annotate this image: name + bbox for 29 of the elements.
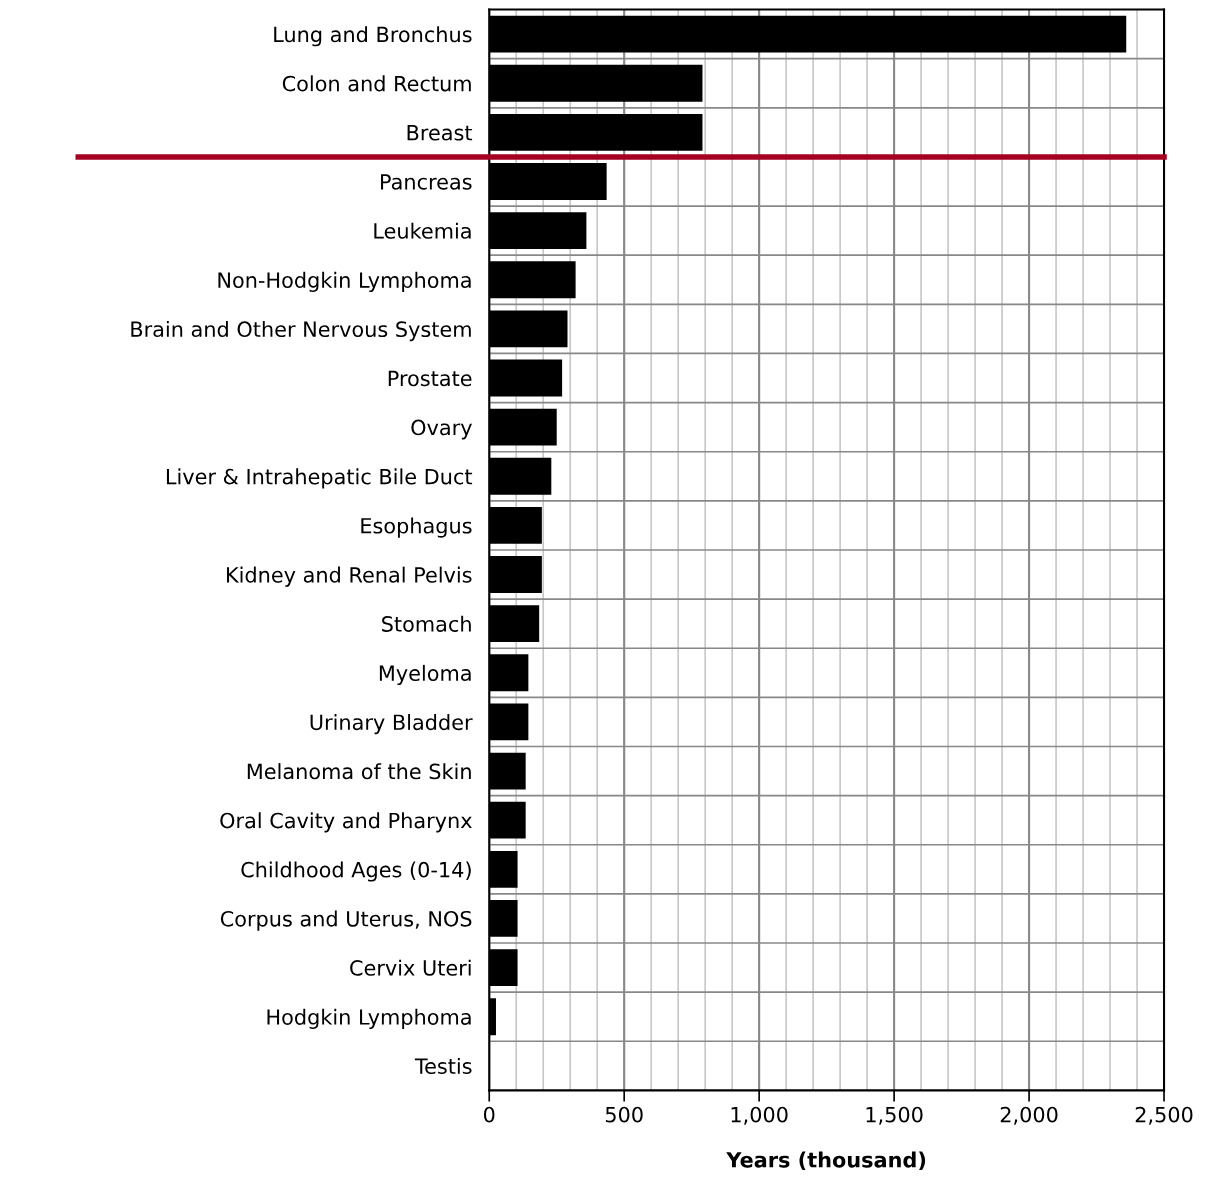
y-tick-label: Ovary [411, 419, 472, 440]
y-tick-label: Myeloma [379, 664, 471, 686]
y-tick-label: Esophagus [361, 517, 472, 538]
y-tick-label: Urinary Bladder [310, 714, 473, 735]
x-tick-label: 0 [483, 1106, 495, 1123]
y-tick-label: Pancreas [381, 174, 472, 190]
y-tick-label: Kidney and Renal Pelvis [227, 566, 472, 587]
y-tick-label: Hodgkin Lymphoma [267, 1008, 471, 1029]
y-tick-label: Childhood Ages (0-14) [241, 861, 471, 882]
y-tick-label: Testis [414, 1057, 472, 1075]
y-tick-label: Lung and Bronchus [274, 26, 472, 47]
y-tick-label: Melanoma of the Skin [247, 763, 471, 780]
x-tick-label: 1,000 [731, 1106, 788, 1125]
y-tick-label: Stomach [382, 615, 471, 632]
x-tick-label: 1,500 [866, 1106, 923, 1125]
y-tick-label: Non-Hodgkin Lymphoma [218, 271, 471, 293]
x-tick-label: 2,000 [1000, 1106, 1058, 1125]
y-tick-label: Prostate [388, 370, 472, 387]
y-tick-label: Leukemia [374, 222, 471, 239]
y-tick-label: Brain and Other Nervous System [131, 320, 471, 342]
y-tick-label: Colon and Rectum [282, 75, 471, 92]
x-tick-label: 500 [605, 1106, 643, 1123]
y-tick-label: Cervix Uteri [350, 959, 471, 976]
y-tick-label: Breast [407, 125, 473, 141]
y-tick-label: Corpus and Uterus, NOS [220, 910, 472, 931]
y-tick-label: Oral Cavity and Pharynx [220, 812, 472, 833]
x-axis-title: Years (thousand) [726, 1151, 926, 1171]
y-tick-label: Liver & Intrahepatic Bile Duct [166, 468, 473, 489]
x-tick-label: 2,500 [1135, 1106, 1193, 1125]
